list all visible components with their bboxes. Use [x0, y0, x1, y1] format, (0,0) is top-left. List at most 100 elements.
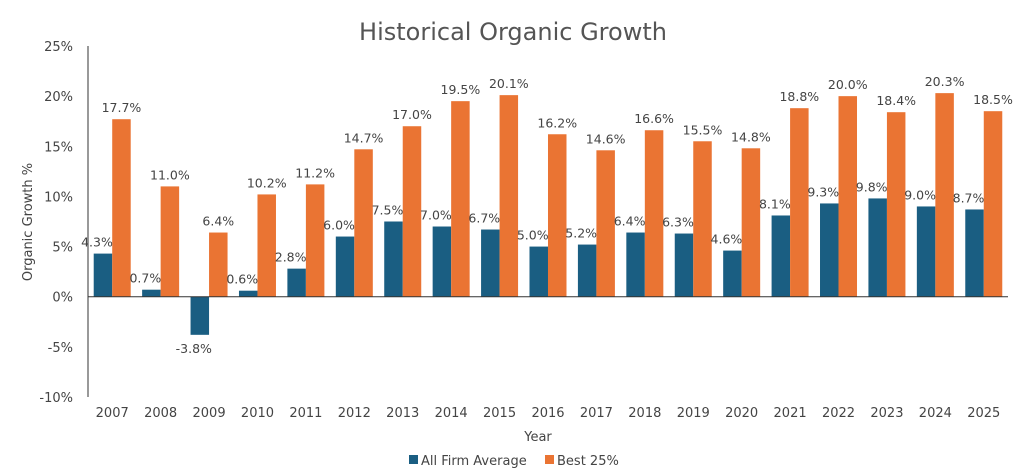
data-label: 8.7% — [953, 190, 985, 205]
bar-best-25-2021 — [790, 108, 809, 297]
x-tick-label: 2018 — [628, 406, 661, 421]
y-tick-label: 10% — [44, 190, 73, 205]
bar-all-firm-average-2025 — [965, 209, 984, 297]
x-tick-label: 2017 — [580, 406, 613, 421]
data-label: 14.7% — [344, 130, 384, 145]
bar-best-25-2010 — [257, 194, 276, 297]
bar-best-25-2020 — [741, 148, 761, 297]
bar-all-firm-average-2022 — [820, 203, 839, 297]
data-label: 17.0% — [392, 107, 432, 122]
data-label: 6.4% — [202, 214, 234, 229]
data-label: 14.8% — [731, 129, 771, 144]
y-tick-label: 25% — [44, 40, 73, 55]
data-label: 18.8% — [779, 89, 819, 104]
x-tick-label: 2007 — [96, 406, 129, 421]
bar-all-firm-average-2008 — [142, 289, 161, 297]
x-tick-label: 2024 — [919, 406, 952, 421]
data-label: 5.0% — [517, 228, 549, 243]
data-label: 9.0% — [904, 187, 936, 202]
data-label: 4.6% — [711, 232, 743, 247]
data-label: 20.0% — [828, 77, 868, 92]
data-label: 10.2% — [247, 175, 287, 190]
bar-best-25-2025 — [983, 111, 1003, 297]
bar-all-firm-average-2015 — [481, 229, 500, 297]
bar-best-25-2014 — [451, 101, 470, 297]
data-label: 9.8% — [856, 179, 888, 194]
x-tick-label: 2014 — [435, 406, 468, 421]
data-label: 14.6% — [586, 131, 626, 146]
data-label: 15.5% — [683, 122, 723, 137]
data-label: 18.5% — [973, 92, 1013, 107]
y-tick-label: 20% — [44, 90, 73, 105]
data-label: 0.6% — [226, 272, 258, 287]
x-tick-label: 2022 — [822, 406, 855, 421]
chart-title: Historical Organic Growth — [359, 18, 667, 46]
bar-best-25-2015 — [499, 95, 519, 297]
x-tick-label: 2025 — [967, 406, 1000, 421]
data-label: 11.0% — [150, 167, 190, 182]
y-axis-title: Organic Growth % — [21, 163, 36, 281]
x-tick-label: 2008 — [144, 406, 177, 421]
x-tick-label: 2012 — [338, 406, 371, 421]
legend-label-best-25: Best 25% — [557, 454, 619, 469]
data-label: 16.6% — [634, 111, 674, 126]
data-label: 7.0% — [420, 208, 452, 223]
data-label: 18.4% — [876, 93, 916, 108]
bar-best-25-2022 — [838, 96, 858, 297]
y-tick-label: 15% — [44, 140, 73, 155]
data-label: 8.1% — [759, 196, 791, 211]
bar-best-25-2013 — [402, 126, 422, 297]
x-tick-label: 2023 — [870, 406, 903, 421]
bar-best-25-2012 — [354, 149, 373, 297]
bar-best-25-2023 — [886, 112, 906, 297]
y-tick-label: 5% — [52, 241, 73, 256]
bar-all-firm-average-2011 — [287, 268, 306, 297]
x-tick-label: 2010 — [241, 406, 274, 421]
data-label: 6.4% — [614, 214, 646, 229]
data-label: 0.7% — [129, 271, 161, 286]
data-label: 17.7% — [102, 100, 142, 115]
bar-all-firm-average-2019 — [674, 233, 694, 297]
legend-label-all-firm-average: All Firm Average — [421, 454, 527, 469]
x-tick-label: 2009 — [193, 406, 226, 421]
bar-all-firm-average-2010 — [238, 290, 258, 297]
bar-all-firm-average-2016 — [529, 246, 548, 297]
data-label: 4.3% — [81, 235, 113, 250]
x-tick-label: 2015 — [483, 406, 516, 421]
data-label: 19.5% — [441, 82, 481, 97]
data-label: 20.3% — [925, 74, 965, 89]
bar-all-firm-average-2021 — [771, 215, 791, 297]
bar-best-25-2007 — [112, 119, 131, 297]
bar-all-firm-average-2024 — [916, 206, 936, 297]
x-tick-label: 2020 — [725, 406, 758, 421]
x-tick-label: 2016 — [531, 406, 564, 421]
bar-best-25-2018 — [644, 130, 664, 297]
data-label: 11.2% — [295, 165, 335, 180]
y-tick-label: 0% — [52, 291, 73, 306]
y-tick-label: -10% — [39, 391, 73, 406]
bar-all-firm-average-2012 — [335, 236, 355, 297]
x-tick-label: 2011 — [289, 406, 322, 421]
bar-all-firm-average-2014 — [432, 226, 452, 297]
data-label: 20.1% — [489, 76, 529, 91]
x-tick-label: 2013 — [386, 406, 419, 421]
data-label: 5.2% — [565, 226, 597, 241]
bar-best-25-2008 — [160, 186, 180, 297]
bar-best-25-2024 — [935, 93, 954, 297]
bar-all-firm-average-2007 — [93, 253, 113, 297]
legend: All Firm Average Best 25% — [409, 454, 619, 469]
data-label: 6.3% — [662, 215, 694, 230]
bar-best-25-2011 — [305, 184, 325, 297]
bar-best-25-2009 — [209, 232, 228, 297]
bar-all-firm-average-2013 — [384, 221, 403, 297]
bar-all-firm-average-2020 — [723, 250, 742, 297]
bar-all-firm-average-2017 — [577, 244, 597, 297]
data-label: 7.5% — [372, 203, 404, 218]
bar-all-firm-average-2023 — [868, 198, 887, 297]
data-label: 9.3% — [807, 184, 839, 199]
x-axis-title: Year — [523, 430, 552, 445]
bar-best-25-2019 — [693, 141, 712, 297]
data-label: 16.2% — [537, 115, 577, 130]
data-label: -3.8% — [176, 341, 212, 356]
